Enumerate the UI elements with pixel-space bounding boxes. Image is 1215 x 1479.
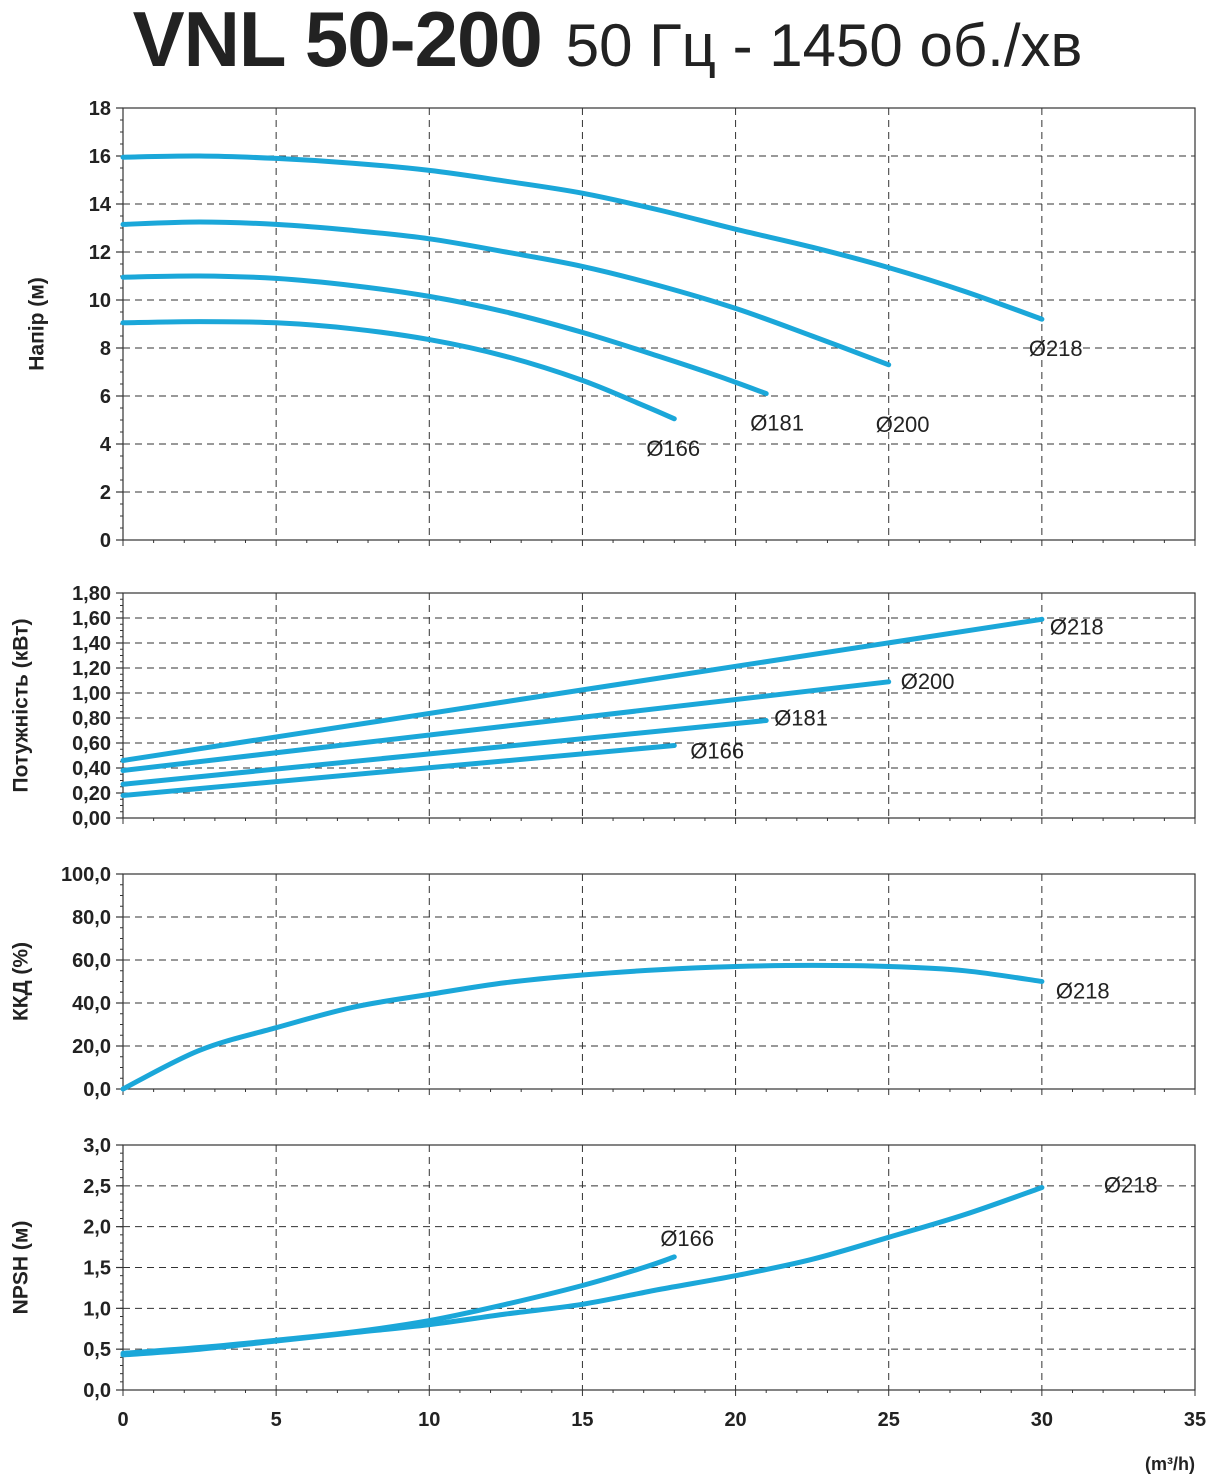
x-tick-label: 35 xyxy=(1184,1409,1206,1431)
y-tick-label: 14 xyxy=(89,194,112,216)
y-tick-label: 100,0 xyxy=(61,864,111,886)
y-tick-label: 16 xyxy=(89,146,111,168)
chart-panel-3: 0,0 20,0 40,0 60,0 80,0 100,0 ККД (%) Ø218 xyxy=(10,864,1196,1101)
series-line-d166 xyxy=(120,319,677,422)
y-tick-label: 0 xyxy=(100,530,111,552)
chart-panel-4: 0,0 0,5 1,0 1,5 2,0 2,5 3,0 NPSH (м) 0 5 10 15 20 25 3… xyxy=(10,1135,1207,1474)
y-tick-label: 1,40 xyxy=(72,633,111,655)
series-line-d218 xyxy=(120,616,1045,763)
y-tick-label: 1,00 xyxy=(72,683,111,705)
y-tick-label: 12 xyxy=(89,242,111,264)
x-tick-label: 20 xyxy=(724,1409,746,1431)
series-line-d200 xyxy=(120,219,892,368)
y-axis-label: NPSH (м) xyxy=(10,1221,33,1315)
y-tick-label: 0,40 xyxy=(72,758,111,780)
y-tick-label: 6 xyxy=(100,386,111,408)
chart-panel-1: 0 2 4 6 8 10 12 14 16 18 Напір (м) Ø218 Ø200 Ø181 Ø166 xyxy=(26,98,1196,552)
chart-title-block: VNL 50-200 50 Гц - 1450 об./хв xyxy=(0,0,1215,107)
x-tick-label: 25 xyxy=(878,1409,900,1431)
x-tick-label: 10 xyxy=(418,1409,440,1431)
y-tick-label: 1,60 xyxy=(72,608,111,630)
y-tick-label: 60,0 xyxy=(72,950,111,972)
y-tick-label: 80,0 xyxy=(72,907,111,929)
y-tick-label: 8 xyxy=(100,338,111,360)
y-tick-label: 0,80 xyxy=(72,708,111,730)
y-tick-label: 2 xyxy=(100,482,111,504)
y-tick-label: 1,0 xyxy=(83,1298,111,1320)
y-tick-label: 1,20 xyxy=(72,658,111,680)
y-tick-label: 2,0 xyxy=(83,1217,111,1239)
x-tick-label: 0 xyxy=(117,1409,128,1431)
series-label: Ø166 xyxy=(690,739,744,764)
chart-panel-2: 0,00 0,20 0,40 0,60 0,80 1,00 1,20 1,40 1,60 1,80… xyxy=(10,583,1196,830)
y-tick-label: 2,5 xyxy=(83,1176,111,1198)
y-axis-label: Потужність (кВт) xyxy=(10,619,33,793)
y-tick-label: 18 xyxy=(89,98,111,120)
y-tick-label: 20,0 xyxy=(72,1036,111,1058)
series-label: Ø218 xyxy=(1104,1172,1158,1197)
x-axis-unit: (m³/h) xyxy=(1145,1454,1195,1474)
series-label: Ø200 xyxy=(876,412,930,437)
y-tick-label: 0,0 xyxy=(83,1079,111,1101)
series-line-d200 xyxy=(120,679,892,773)
series-line-d181 xyxy=(120,718,769,787)
chart-subtitle: 50 Гц - 1450 об./хв xyxy=(565,12,1083,79)
x-tick-label: 30 xyxy=(1031,1409,1053,1431)
y-tick-label: 10 xyxy=(89,290,111,312)
series-line-d166 xyxy=(120,1254,677,1356)
plot-frame xyxy=(122,592,1196,819)
x-tick-label: 5 xyxy=(271,1409,282,1431)
series-label: Ø181 xyxy=(750,411,804,436)
series-label: Ø166 xyxy=(646,436,700,461)
series-label: Ø181 xyxy=(774,706,828,731)
y-axis-label: Напір (м) xyxy=(26,277,49,371)
y-tick-label: 0,20 xyxy=(72,783,111,805)
series-line-d218 xyxy=(120,962,1045,1092)
series-line-d218 xyxy=(120,153,1045,322)
y-tick-label: 0,60 xyxy=(72,733,111,755)
series-label: Ø218 xyxy=(1029,336,1083,361)
y-tick-label: 4 xyxy=(100,434,112,456)
series-line-d166 xyxy=(120,743,677,798)
series-line-d181 xyxy=(120,273,769,397)
series-label: Ø200 xyxy=(901,669,955,694)
series-label: Ø218 xyxy=(1056,979,1110,1004)
series-label: Ø218 xyxy=(1050,614,1104,639)
y-axis-label: ККД (%) xyxy=(10,942,33,1021)
chart-title: VNL 50-200 xyxy=(132,0,543,83)
y-tick-label: 1,80 xyxy=(72,583,111,605)
y-tick-label: 1,5 xyxy=(83,1258,111,1280)
y-tick-label: 0,00 xyxy=(72,808,111,830)
x-tick-label: 15 xyxy=(571,1409,593,1431)
series-label: Ø166 xyxy=(660,1226,714,1251)
y-tick-label: 3,0 xyxy=(83,1135,111,1157)
y-tick-label: 0,0 xyxy=(83,1380,111,1402)
y-tick-label: 0,5 xyxy=(83,1339,111,1361)
y-tick-label: 40,0 xyxy=(72,993,111,1015)
